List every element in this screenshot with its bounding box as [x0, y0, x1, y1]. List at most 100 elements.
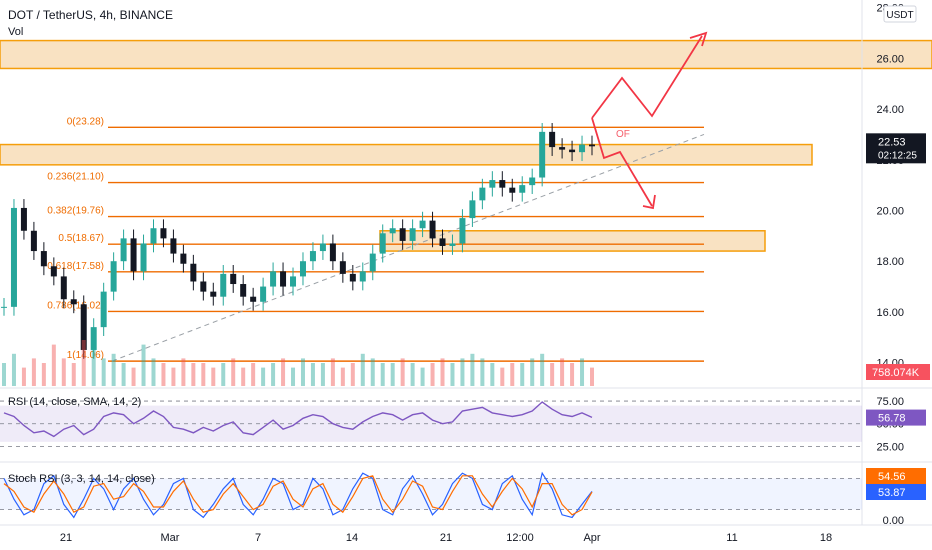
resistance-zone	[379, 230, 766, 252]
time-tick-label: 11	[726, 532, 737, 544]
candle-body	[110, 261, 117, 292]
candle-body	[130, 238, 137, 272]
candle-body	[359, 271, 366, 282]
volume-bar	[430, 363, 435, 386]
time-tick-label: Apr	[583, 532, 600, 544]
candle-body	[579, 144, 586, 153]
fib-level-label: 0.236(21.10)	[47, 172, 104, 183]
stoch-k-value: 54.56	[878, 471, 906, 483]
volume-bar	[400, 358, 405, 386]
candle-body	[40, 251, 47, 267]
volume-bar	[41, 363, 46, 386]
candle-body	[270, 271, 277, 287]
last-price-value: 22.53	[878, 136, 906, 148]
volume-bar	[31, 358, 36, 386]
volume-bar	[580, 358, 585, 386]
time-tick-label: 7	[255, 532, 261, 544]
volume-bar	[181, 358, 186, 386]
volume-bar	[350, 363, 355, 386]
candle-body	[469, 200, 476, 219]
volume-bar	[500, 367, 505, 386]
candle-body	[459, 218, 466, 244]
candle-body	[220, 273, 227, 297]
time-tick-label: 14	[346, 532, 358, 544]
candle-body	[449, 243, 456, 246]
candle-body	[379, 233, 386, 254]
time-tick-label: 21	[60, 532, 72, 544]
volume-bar	[410, 363, 415, 386]
candle-body	[329, 243, 336, 262]
bullish-projection-arrow	[591, 35, 703, 119]
price-tick-label: 16.00	[876, 307, 904, 319]
volume-bar	[111, 353, 116, 386]
stoch-k-tag	[866, 468, 926, 484]
volume-bar	[560, 358, 565, 386]
volume-bar	[81, 340, 86, 386]
time-tick-label: 21	[440, 532, 452, 544]
volume-bar	[570, 363, 575, 386]
volume-bar	[340, 367, 345, 386]
candle-body	[60, 276, 67, 300]
price-tick-label: 26.00	[876, 53, 904, 65]
rsi-value: 56.78	[878, 413, 906, 425]
candle-body	[90, 327, 97, 350]
annotation-text: OF	[616, 129, 630, 140]
volume-bar	[330, 358, 335, 386]
volume-bar	[540, 353, 545, 386]
candle-body	[70, 299, 77, 305]
volume-bar	[271, 363, 276, 386]
bearish-projection-arrow	[591, 117, 653, 207]
resistance-zone	[0, 143, 813, 166]
bearish-arrowhead	[642, 194, 656, 210]
volume-bar	[151, 358, 156, 386]
volume-bar	[360, 353, 365, 386]
volume-bar	[590, 367, 594, 386]
symbol-title[interactable]: DOT / TetherUS, 4h, BINANCE	[8, 8, 173, 22]
volume-bar	[281, 358, 286, 386]
currency-label: USDT	[886, 10, 913, 21]
candle-body	[190, 263, 197, 282]
candle-body	[80, 304, 87, 350]
rsi-band	[0, 405, 862, 442]
volume-tag-value: 758.074K	[872, 367, 920, 379]
candle-body	[349, 273, 356, 282]
volume-bar	[11, 353, 16, 386]
volume-bar	[231, 358, 236, 386]
candle-body	[529, 177, 536, 186]
volume-bar	[201, 363, 206, 386]
candle-body	[299, 261, 306, 277]
candle-body	[290, 276, 297, 287]
candle-body	[160, 228, 167, 239]
candle-body	[439, 238, 446, 246]
volume-bar	[241, 367, 246, 386]
volume-bar	[21, 367, 26, 386]
volume-bar	[480, 358, 485, 386]
fib-level-label: 0.786(16.02)	[47, 300, 104, 311]
candle-body	[140, 243, 147, 272]
stoch-d-line	[3, 475, 593, 516]
volume-bar	[191, 363, 196, 386]
fib-level-label: 0.618(17.58)	[47, 261, 104, 272]
volume-tag	[866, 364, 930, 380]
volume-bar	[261, 367, 266, 386]
volume-bar	[470, 353, 475, 386]
last-price-tag	[866, 133, 926, 164]
candle-body	[369, 253, 376, 272]
volume-bar	[420, 367, 425, 386]
volume-bar	[121, 363, 126, 386]
candle-body	[559, 147, 566, 150]
stoch-d-value: 53.87	[878, 487, 906, 499]
price-tick-label: 24.00	[876, 104, 904, 116]
volume-bar	[440, 358, 445, 386]
volume-bar	[300, 358, 305, 386]
volume-bar	[161, 363, 166, 386]
volume-label[interactable]: Vol	[8, 26, 24, 38]
fib-level-label: 0(23.28)	[67, 116, 104, 127]
volume-bar	[380, 363, 385, 386]
candle-body	[519, 185, 526, 193]
stoch-title: Stoch RSI (3, 3, 14, 14, close)	[8, 473, 155, 485]
volume-bar	[171, 367, 176, 386]
currency-badge	[883, 5, 917, 23]
volume-bar	[291, 367, 296, 386]
